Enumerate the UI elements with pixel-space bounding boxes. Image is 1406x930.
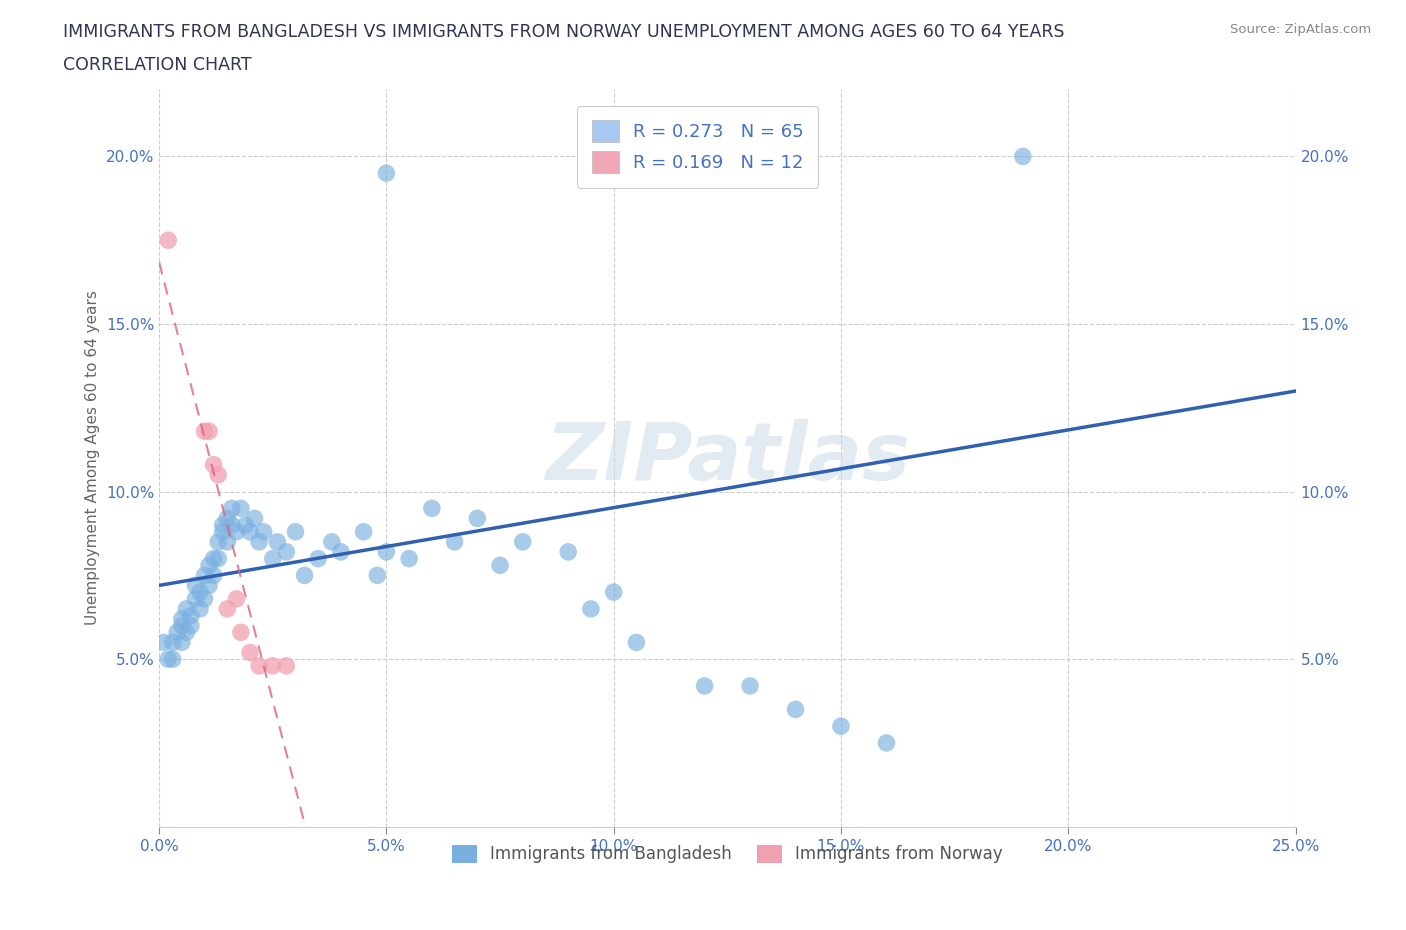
Text: IMMIGRANTS FROM BANGLADESH VS IMMIGRANTS FROM NORWAY UNEMPLOYMENT AMONG AGES 60 : IMMIGRANTS FROM BANGLADESH VS IMMIGRANTS…	[63, 23, 1064, 41]
Point	[253, 525, 276, 539]
Point	[239, 645, 262, 660]
Point	[693, 679, 716, 694]
Point	[170, 612, 193, 627]
Point	[180, 608, 202, 623]
Point	[557, 544, 579, 559]
Point	[207, 551, 229, 566]
Point	[211, 525, 233, 539]
Point	[738, 679, 761, 694]
Point	[217, 511, 239, 525]
Point	[202, 568, 225, 583]
Point	[602, 585, 624, 600]
Point	[170, 618, 193, 633]
Point	[329, 544, 352, 559]
Point	[176, 625, 198, 640]
Point	[180, 618, 202, 633]
Point	[247, 535, 270, 550]
Point	[207, 468, 229, 483]
Point	[157, 232, 180, 247]
Point	[276, 658, 298, 673]
Point	[198, 424, 221, 439]
Text: ZIPatlas: ZIPatlas	[546, 419, 910, 497]
Text: Source: ZipAtlas.com: Source: ZipAtlas.com	[1230, 23, 1371, 36]
Point	[626, 635, 648, 650]
Point	[375, 166, 398, 180]
Point	[166, 625, 188, 640]
Point	[262, 658, 284, 673]
Point	[443, 535, 465, 550]
Point	[162, 652, 184, 667]
Point	[243, 511, 266, 525]
Point	[353, 525, 375, 539]
Point	[398, 551, 420, 566]
Point	[152, 635, 174, 650]
Point	[198, 558, 221, 573]
Point	[235, 518, 257, 533]
Point	[294, 568, 316, 583]
Point	[307, 551, 329, 566]
Point	[176, 602, 198, 617]
Point	[217, 602, 239, 617]
Point	[875, 736, 897, 751]
Point	[785, 702, 807, 717]
Point	[229, 501, 252, 516]
Point	[465, 511, 488, 525]
Point	[321, 535, 343, 550]
Legend: Immigrants from Bangladesh, Immigrants from Norway: Immigrants from Bangladesh, Immigrants f…	[446, 838, 1010, 870]
Point	[221, 518, 243, 533]
Point	[193, 591, 215, 606]
Point	[375, 544, 398, 559]
Y-axis label: Unemployment Among Ages 60 to 64 years: Unemployment Among Ages 60 to 64 years	[86, 290, 100, 626]
Point	[221, 501, 243, 516]
Text: CORRELATION CHART: CORRELATION CHART	[63, 56, 252, 73]
Point	[579, 602, 602, 617]
Point	[489, 558, 512, 573]
Point	[170, 635, 193, 650]
Point	[184, 591, 207, 606]
Point	[366, 568, 388, 583]
Point	[266, 535, 288, 550]
Point	[202, 458, 225, 472]
Point	[225, 525, 247, 539]
Point	[262, 551, 284, 566]
Point	[830, 719, 852, 734]
Point	[420, 501, 443, 516]
Point	[276, 544, 298, 559]
Point	[512, 535, 534, 550]
Point	[207, 535, 229, 550]
Point	[188, 602, 211, 617]
Point	[247, 658, 270, 673]
Point	[202, 551, 225, 566]
Point	[284, 525, 307, 539]
Point	[188, 585, 211, 600]
Point	[184, 578, 207, 592]
Point	[211, 518, 233, 533]
Point	[157, 652, 180, 667]
Point	[1011, 149, 1033, 164]
Point	[229, 625, 252, 640]
Point	[239, 525, 262, 539]
Point	[193, 424, 215, 439]
Point	[193, 568, 215, 583]
Point	[225, 591, 247, 606]
Point	[162, 635, 184, 650]
Point	[217, 535, 239, 550]
Point	[198, 578, 221, 592]
